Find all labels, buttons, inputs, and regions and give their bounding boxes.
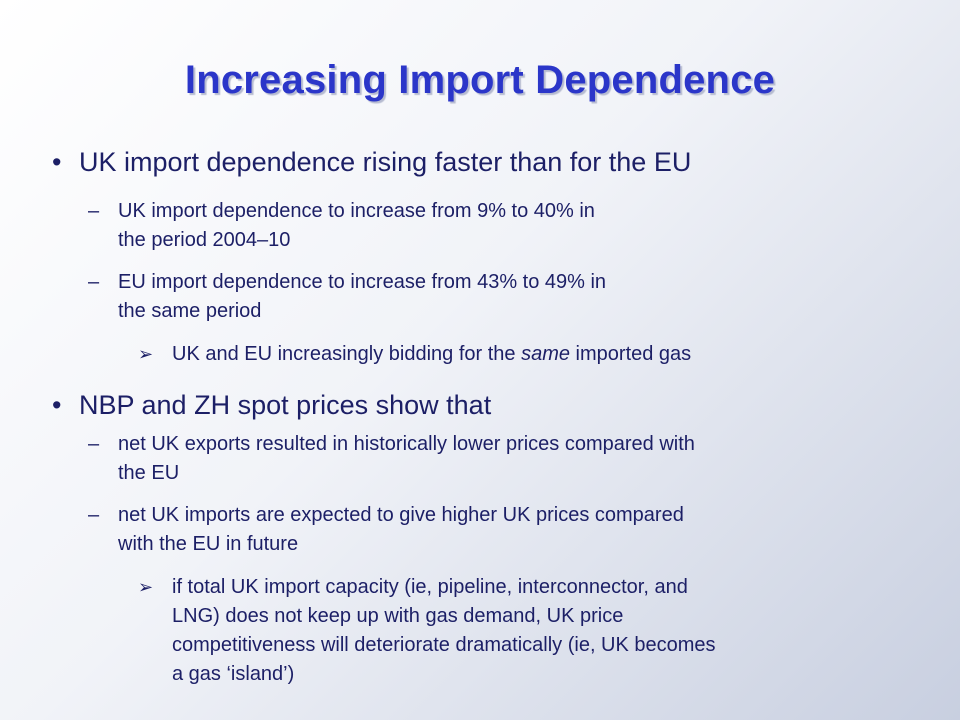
- sub-point-line: with the EU in future: [118, 533, 299, 555]
- sub-point-1-2: – EU import dependence to increase from …: [88, 268, 868, 326]
- sub-point-text: UK import dependence to increase from 9%…: [118, 197, 595, 255]
- sub-point-1-1: – UK import dependence to increase from …: [88, 197, 868, 255]
- sub-point-text: net UK imports are expected to give high…: [118, 501, 684, 559]
- sub-point-line: net UK imports are expected to give high…: [118, 504, 684, 526]
- sub-point-line: the EU: [118, 462, 180, 484]
- dash-icon: –: [88, 504, 100, 526]
- sub-point-line: net UK exports resulted in historically …: [118, 433, 695, 455]
- arrow-text-before: UK and EU increasingly bidding for the: [172, 343, 522, 365]
- bullet-text: NBP and ZH spot prices show that: [79, 390, 492, 420]
- sub-point-line: UK import dependence to increase from 9%…: [118, 200, 595, 222]
- arrow-text-line: LNG) does not keep up with gas demand, U…: [172, 605, 624, 627]
- arrow-text-emphasis: same: [521, 343, 570, 365]
- arrow-text-after: imported gas: [570, 343, 692, 365]
- arrow-point-text: if total UK import capacity (ie, pipelin…: [172, 573, 716, 689]
- sub-point-line: the period 2004–10: [118, 229, 291, 251]
- dash-icon: –: [88, 200, 100, 222]
- bullet-icon: •: [52, 390, 62, 420]
- sub-point-line: EU import dependence to increase from 43…: [118, 271, 607, 293]
- arrow-text-line: a gas ‘island’): [172, 663, 295, 685]
- bullet-text: UK import dependence rising faster than …: [79, 147, 692, 177]
- arrow-point-1: ➢ UK and EU increasingly bidding for the…: [138, 340, 918, 370]
- arrow-text-line: competitiveness will deteriorate dramati…: [172, 634, 716, 656]
- bullet-point-2: • NBP and ZH spot prices show that: [52, 390, 912, 424]
- dash-icon: –: [88, 433, 100, 455]
- arrow-text-line: if total UK import capacity (ie, pipelin…: [172, 576, 688, 598]
- sub-point-2-1: – net UK exports resulted in historicall…: [88, 430, 908, 488]
- dash-icon: –: [88, 271, 100, 293]
- bullet-point-1: • UK import dependence rising faster tha…: [52, 147, 912, 181]
- arrow-bullet-icon: ➢: [138, 577, 154, 597]
- sub-point-line: the same period: [118, 300, 262, 322]
- arrow-bullet-icon: ➢: [138, 344, 154, 364]
- arrow-point-2: ➢ if total UK import capacity (ie, pipel…: [138, 573, 918, 693]
- sub-point-text: EU import dependence to increase from 43…: [118, 268, 606, 326]
- arrow-point-text: UK and EU increasingly bidding for the s…: [172, 340, 691, 369]
- slide-title: Increasing Import Dependence: [184, 58, 776, 102]
- bullet-icon: •: [52, 147, 62, 177]
- sub-point-text: net UK exports resulted in historically …: [118, 430, 695, 488]
- sub-point-2-2: – net UK imports are expected to give hi…: [88, 501, 908, 559]
